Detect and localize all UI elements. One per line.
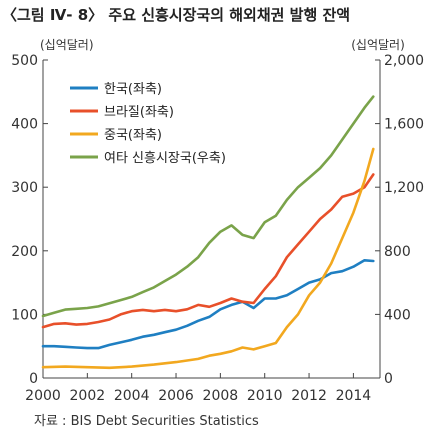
y-left-tick-label: 100: [11, 307, 38, 323]
source-note: 자료 : BIS Debt Securities Statistics: [34, 414, 259, 429]
series-line-korea: [41, 259, 375, 350]
y-left-tick-label: 200: [11, 244, 38, 260]
legend-label: 한국(좌축): [104, 82, 162, 97]
y-right-tick-label: 2,000: [384, 53, 424, 69]
x-tick-label: 2014: [336, 388, 372, 404]
x-tick-label: 2012: [291, 388, 327, 404]
series-line-brazil: [41, 173, 375, 329]
y-left-tick-label: 0: [29, 371, 38, 387]
x-tick-label: 2010: [247, 388, 283, 404]
x-tick-label: 2002: [70, 388, 106, 404]
y-left-tick-label: 400: [11, 117, 38, 133]
y-axis-left-label: (십억달러): [40, 38, 94, 52]
x-tick-label: 2000: [25, 388, 61, 404]
y-axis-right-label: (십억달러): [351, 38, 405, 52]
axes-layer: 0 100 200 300 400 500 0 400 800 1,200 1,600 2,000 20…: [11, 53, 424, 404]
legend: 한국(좌축) 브라질(좌축) 중국(좌축) 여타 신흥시장국(우축): [70, 82, 226, 166]
legend-label: 여타 신흥시장국(우축): [104, 151, 226, 166]
y-right-tick-label: 400: [384, 307, 411, 323]
y-left-tick-label: 300: [11, 180, 38, 196]
y-right-tick-label: 1,600: [384, 117, 424, 133]
series-lines-layer: [41, 95, 375, 370]
series-line-other: [41, 95, 375, 318]
chart-title: 〈그림 Ⅳ- 8〉 주요 신흥시장국의 해외채권 발행 잔액: [2, 6, 351, 24]
y-left-tick-label: 500: [11, 53, 38, 69]
legend-label: 중국(좌축): [104, 128, 162, 143]
legend-label: 브라질(좌축): [104, 105, 174, 120]
x-tick-label: 2004: [114, 388, 150, 404]
y-right-tick-label: 800: [384, 244, 411, 260]
y-right-tick-label: 1,200: [384, 180, 424, 196]
x-tick-label: 2008: [203, 388, 239, 404]
y-right-tick-label: 0: [384, 371, 393, 387]
x-tick-label: 2006: [158, 388, 194, 404]
series-line-china: [41, 147, 375, 370]
